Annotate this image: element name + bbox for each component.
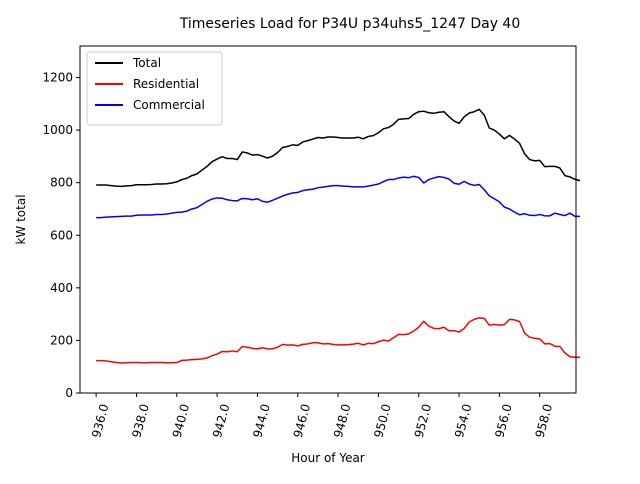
x-tick-label: 936.0 [89, 402, 111, 439]
y-tick-label: 1200 [42, 71, 73, 85]
plot-area [96, 108, 581, 364]
y-tick-label: 600 [50, 228, 73, 242]
x-tick-label: 946.0 [291, 402, 313, 439]
y-tick-label: 200 [50, 333, 73, 347]
series-line-total [96, 108, 581, 188]
x-tick-label: 952.0 [412, 402, 434, 439]
y-tick-label: 400 [50, 281, 73, 295]
x-tick-label: 958.0 [533, 402, 555, 439]
x-axis: 936.0 938.0 940.0 942.0 944.0 946.0 948.0 950.0… [89, 393, 555, 439]
y-tick-label: 1000 [42, 123, 73, 137]
x-tick-label: 940.0 [170, 402, 192, 439]
x-tick-label: 938.0 [129, 402, 151, 439]
x-tick-label: 942.0 [210, 402, 232, 439]
y-tick-label: 0 [65, 386, 73, 400]
x-tick-label: 956.0 [492, 402, 514, 439]
x-tick-label: 950.0 [371, 402, 393, 439]
chart-title: Timeseries Load for P34U p34uhs5_1247 Da… [179, 16, 521, 32]
y-tick-label: 800 [50, 176, 73, 190]
axes-frame [79, 45, 577, 394]
x-tick-label: 944.0 [250, 402, 272, 439]
series-line-commercial [96, 175, 581, 219]
y-axis: 0 200 400 600 800 1000 1200 [42, 71, 80, 400]
x-axis-label: Hour of Year [291, 451, 365, 465]
legend-box [86, 51, 223, 126]
legend-label-commercial: Commercial [133, 98, 205, 112]
legend-label-residential: Residential [133, 77, 199, 91]
y-axis-label: kW total [14, 194, 28, 244]
x-tick-label: 954.0 [452, 402, 474, 439]
x-tick-label: 948.0 [331, 402, 353, 439]
legend: Total Residential Commercial [86, 51, 223, 126]
series-line-residential [96, 317, 581, 364]
legend-label-total: Total [132, 56, 161, 70]
